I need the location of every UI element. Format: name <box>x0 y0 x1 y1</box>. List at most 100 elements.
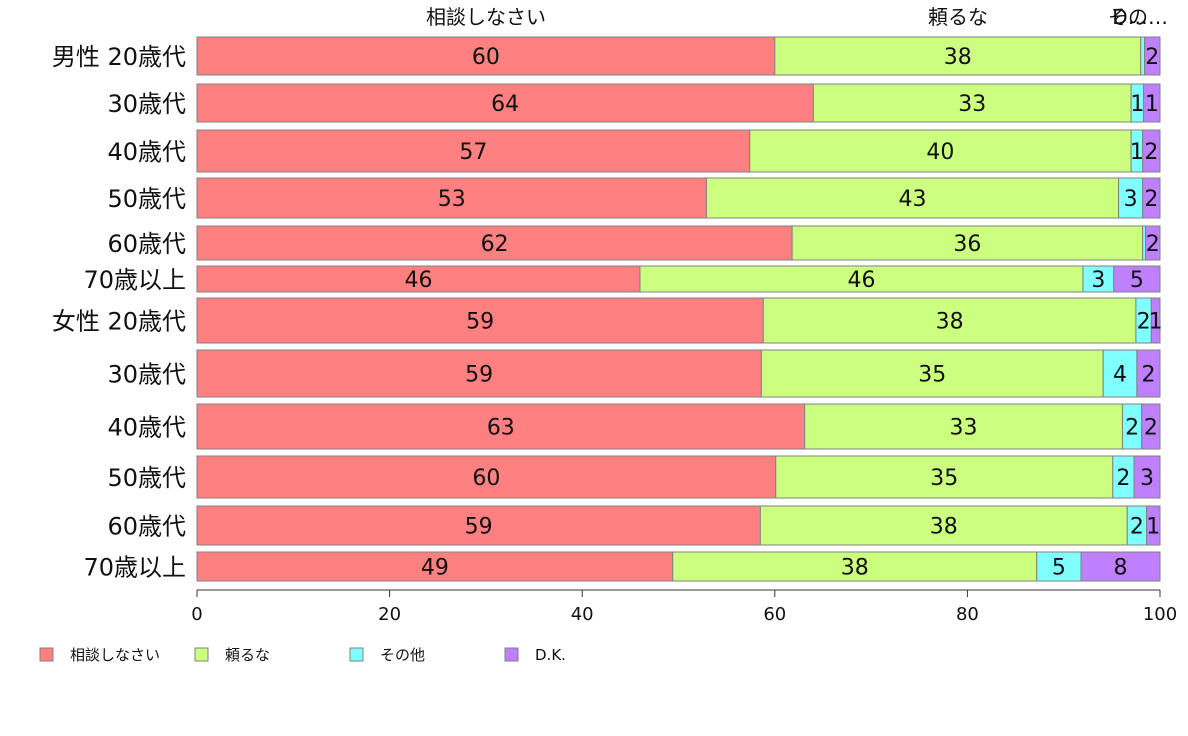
bar-row: 70歳以上 46 46 3 5 <box>83 265 1161 294</box>
legend-label: 頼るな <box>225 646 270 664</box>
data-label: 38 <box>930 515 958 540</box>
bar-segment <box>196 225 793 261</box>
row-label: 70歳以上 <box>83 554 186 582</box>
data-label: 60 <box>472 466 500 491</box>
bar-row: 40歳代 63 33 2 2 <box>107 403 1161 450</box>
bar-row: 40歳代 57 40 1 2 <box>107 129 1161 173</box>
data-label: 35 <box>930 466 958 491</box>
row-label: 70歳以上 <box>83 266 186 294</box>
data-label: 2 <box>1130 515 1144 540</box>
data-label: 2 <box>1144 187 1158 212</box>
bar-row: 30歳代 64 33 1 1 <box>107 83 1161 123</box>
bar-segment <box>759 505 1128 546</box>
x-tick-label: 20 <box>378 604 401 625</box>
bar-row: 70歳以上 49 38 5 8 <box>83 551 1161 582</box>
data-label: 8 <box>1114 556 1128 581</box>
x-tick-label: 40 <box>571 604 594 625</box>
data-label: 1 <box>1130 92 1144 117</box>
bar-row: 30歳代 59 35 4 2 <box>107 349 1161 398</box>
data-label: 59 <box>465 515 493 540</box>
bar-row: 60歳代 59 38 2 1 <box>107 505 1161 546</box>
data-label: 2 <box>1125 416 1139 441</box>
data-label: 57 <box>459 140 487 165</box>
data-label: 63 <box>487 416 515 441</box>
data-label: 5 <box>1130 268 1144 293</box>
data-label: 46 <box>404 268 432 293</box>
bar-segment <box>1141 403 1161 450</box>
bar-segment <box>1102 349 1138 398</box>
data-label: 1 <box>1145 92 1159 117</box>
data-label: 38 <box>944 45 972 70</box>
legend-swatch <box>194 647 209 662</box>
data-label: 2 <box>1116 466 1130 491</box>
x-axis: 0 20 40 60 80 100 <box>191 589 1177 625</box>
data-label: 62 <box>481 232 509 257</box>
data-label: 53 <box>438 187 466 212</box>
legend-item: 頼るな <box>194 646 270 664</box>
bar-segment <box>749 129 1132 173</box>
bar-segment <box>1150 297 1161 344</box>
data-label: 2 <box>1144 140 1158 165</box>
data-label: 2 <box>1146 232 1160 257</box>
legend-label: D.K. <box>535 646 566 664</box>
x-tick-label: 60 <box>763 604 786 625</box>
top-label-1: 相談しなさい <box>426 5 546 29</box>
data-label: 1 <box>1146 515 1160 540</box>
bar-segment <box>1146 505 1161 546</box>
bar-segment <box>804 403 1123 450</box>
legend-swatch <box>349 647 364 662</box>
data-label: 5 <box>1052 556 1066 581</box>
data-label: 38 <box>936 310 964 335</box>
row-label: 60歳代 <box>107 230 186 258</box>
data-label: 2 <box>1137 310 1151 335</box>
row-label: 30歳代 <box>107 361 186 389</box>
data-label: 3 <box>1091 268 1105 293</box>
data-label: 3 <box>1124 187 1138 212</box>
legend-label: その他 <box>380 646 425 664</box>
bar-segment <box>775 455 1114 499</box>
row-label: 40歳代 <box>107 138 186 166</box>
bar-segment <box>196 297 764 344</box>
data-label: 43 <box>899 187 927 212</box>
bar-segment <box>1136 349 1161 398</box>
legend-swatch <box>39 647 54 662</box>
bar-segment <box>639 265 1084 293</box>
data-label: 2 <box>1141 363 1155 388</box>
bar-row: 男性 20歳代 60 38 2 <box>52 36 1161 76</box>
bar-row: 女性 20歳代 59 38 21 <box>52 297 1163 344</box>
data-label: 49 <box>421 556 449 581</box>
top-series-labels: 相談しなさい 頼るな その…D… <box>426 5 1168 29</box>
data-label: 1 <box>1130 140 1144 165</box>
bar-segment <box>812 83 1132 123</box>
legend: 相談しなさい 頼るな その他 D.K. <box>39 646 566 664</box>
row-label: 50歳代 <box>107 464 186 492</box>
row-label: 30歳代 <box>107 90 186 118</box>
bar-segment <box>1144 36 1161 76</box>
bar-row: 50歳代 60 35 2 3 <box>107 455 1161 499</box>
bar-segment <box>196 505 761 546</box>
bar-segment <box>1143 83 1161 123</box>
bar-segment <box>196 129 751 173</box>
data-label: 60 <box>472 45 500 70</box>
bar-segment <box>1142 177 1161 219</box>
data-label: 2 <box>1145 45 1159 70</box>
bar-segment <box>760 349 1104 398</box>
bar-segment <box>672 551 1038 582</box>
bar-segment <box>1133 455 1161 499</box>
x-tick-label: 0 <box>191 604 202 625</box>
bar-segment <box>196 349 762 398</box>
bar-segment <box>1113 265 1161 293</box>
data-label: 40 <box>926 140 954 165</box>
bar-segment <box>1080 551 1161 582</box>
bar-segment <box>791 225 1144 261</box>
data-label: 64 <box>491 92 519 117</box>
data-label: 59 <box>466 310 494 335</box>
x-tick-label: 100 <box>1143 604 1177 625</box>
legend-item: D.K. <box>504 646 566 664</box>
bar-segment <box>762 297 1137 344</box>
data-label: 2 <box>1144 416 1158 441</box>
data-label: 33 <box>950 416 978 441</box>
bar-segment <box>774 36 1142 76</box>
data-label: 59 <box>465 363 493 388</box>
